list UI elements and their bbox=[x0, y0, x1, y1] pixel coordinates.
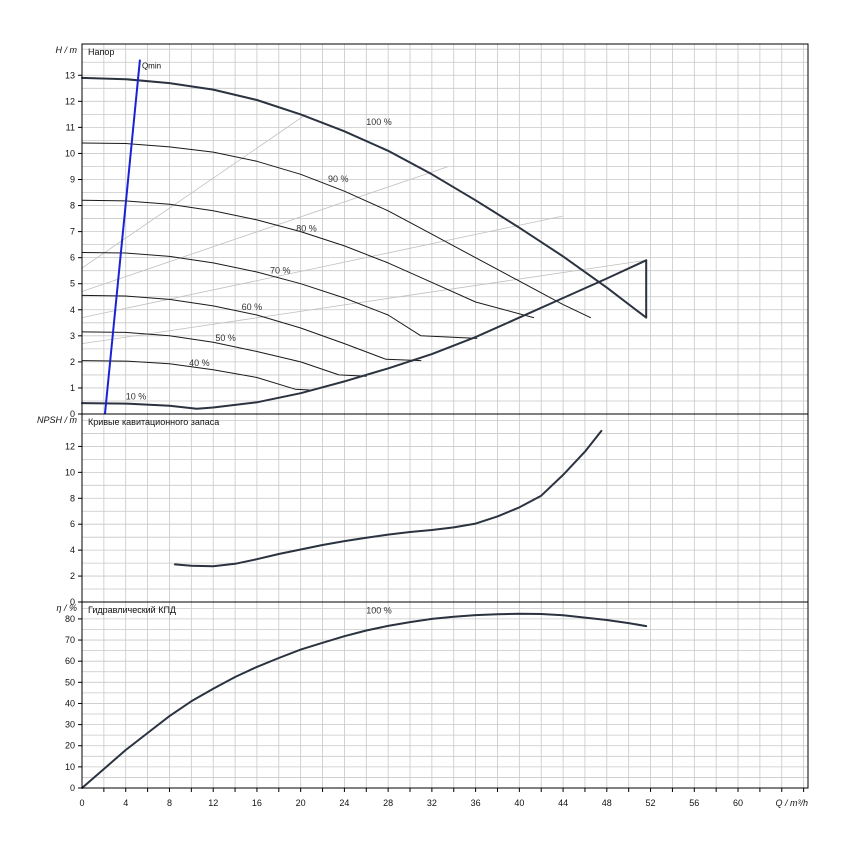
x-tick-label: 12 bbox=[208, 798, 218, 808]
iso-efficiency-line bbox=[81, 166, 449, 292]
x-tick-label: 20 bbox=[296, 798, 306, 808]
efficiency-y-tick-label: 40 bbox=[65, 698, 75, 708]
npsh-panel-frame bbox=[81, 413, 809, 603]
head-curve-10-percent bbox=[81, 259, 648, 410]
head-y-tick-label: 12 bbox=[65, 96, 75, 106]
npsh-y-tick-label: 12 bbox=[65, 441, 75, 451]
head-y-tick-label: 10 bbox=[65, 148, 75, 158]
head-curve-80-percent bbox=[81, 199, 535, 319]
head-curve-100-percent bbox=[81, 76, 648, 319]
x-tick-label: 16 bbox=[252, 798, 262, 808]
x-tick-label: 36 bbox=[471, 798, 481, 808]
efficiency-y-tick-label: 70 bbox=[65, 635, 75, 645]
head-y-tick-label: 8 bbox=[70, 201, 75, 211]
efficiency-curve-label: 100 % bbox=[366, 606, 392, 616]
qmin-line bbox=[103, 59, 141, 415]
head-curve-label: 60 % bbox=[242, 302, 263, 312]
npsh-curve-main bbox=[173, 429, 603, 568]
head-panel-title: Напор bbox=[88, 47, 114, 57]
efficiency-y-tick-label: 20 bbox=[65, 741, 75, 751]
head-curve-90-percent bbox=[81, 142, 591, 319]
x-axis-label: Q / m³/h bbox=[775, 798, 808, 808]
qmin-label: Qmin bbox=[142, 62, 161, 71]
head-curve-label: 40 % bbox=[189, 358, 210, 368]
head-curve-label: 50 % bbox=[215, 333, 236, 343]
x-tick-label: 44 bbox=[558, 798, 568, 808]
x-tick-label: 28 bbox=[383, 798, 393, 808]
curves-layer bbox=[81, 59, 648, 789]
head-y-tick-label: 0 bbox=[70, 409, 75, 419]
efficiency-y-tick-label: 50 bbox=[65, 677, 75, 687]
npsh-y-tick-label: 6 bbox=[70, 519, 75, 529]
x-tick-label: 4 bbox=[123, 798, 128, 808]
efficiency-y-tick-label: 30 bbox=[65, 720, 75, 730]
x-tick-label: 52 bbox=[646, 798, 656, 808]
frame-layer bbox=[78, 43, 809, 792]
efficiency-curve-100-percent bbox=[81, 612, 648, 789]
grid-layer bbox=[82, 44, 808, 788]
efficiency-panel-frame bbox=[81, 601, 809, 789]
head-curve-70-percent bbox=[81, 252, 478, 339]
head-y-tick-label: 13 bbox=[65, 70, 75, 80]
head-curve-50-percent bbox=[81, 331, 367, 377]
npsh-y-axis-label: NPSH / m bbox=[37, 415, 78, 425]
efficiency-y-tick-label: 10 bbox=[65, 762, 75, 772]
efficiency-y-axis-label: η / % bbox=[56, 603, 77, 613]
efficiency-y-tick-label: 60 bbox=[65, 656, 75, 666]
efficiency-y-tick-label: 0 bbox=[70, 783, 75, 793]
npsh-y-tick-label: 8 bbox=[70, 493, 75, 503]
head-curve-60-percent bbox=[81, 294, 422, 362]
x-tick-label: 32 bbox=[427, 798, 437, 808]
npsh-y-tick-label: 10 bbox=[65, 467, 75, 477]
x-tick-label: 56 bbox=[689, 798, 699, 808]
x-tick-label: 40 bbox=[514, 798, 524, 808]
head-y-tick-label: 6 bbox=[70, 253, 75, 263]
x-tick-label: 48 bbox=[602, 798, 612, 808]
npsh-y-tick-label: 0 bbox=[70, 597, 75, 607]
head-y-tick-label: 11 bbox=[66, 122, 75, 132]
x-tick-label: 0 bbox=[79, 798, 84, 808]
head-curve-label: 80 % bbox=[296, 224, 317, 234]
iso-efficiency-line bbox=[81, 259, 647, 345]
iso-efficiency-line bbox=[81, 114, 307, 269]
x-tick-label: 60 bbox=[733, 798, 743, 808]
iso-efficiency-line bbox=[81, 215, 564, 318]
head-y-tick-label: 4 bbox=[70, 305, 75, 315]
head-y-tick-label: 3 bbox=[70, 331, 75, 341]
head-y-tick-label: 9 bbox=[70, 174, 75, 184]
head-curve-40-percent bbox=[81, 360, 310, 391]
head-y-tick-label: 2 bbox=[70, 357, 75, 367]
efficiency-panel-title: Гидравлический КПД bbox=[88, 605, 176, 615]
x-tick-label: 8 bbox=[167, 798, 172, 808]
npsh-panel-title: Кривые кавитационного запаса bbox=[88, 417, 219, 427]
head-curve-label: 90 % bbox=[328, 174, 349, 184]
head-y-axis-label: H / m bbox=[56, 45, 78, 55]
npsh-y-tick-label: 4 bbox=[70, 545, 75, 555]
head-y-tick-label: 1 bbox=[70, 383, 75, 393]
head-curve-label: 70 % bbox=[270, 265, 291, 275]
head-y-tick-label: 7 bbox=[70, 227, 75, 237]
head-curve-label: 10 % bbox=[126, 392, 147, 402]
helper-lines-layer bbox=[81, 114, 647, 345]
x-tick-label: 24 bbox=[339, 798, 349, 808]
npsh-y-tick-label: 2 bbox=[70, 571, 75, 581]
efficiency-y-tick-label: 80 bbox=[65, 614, 75, 624]
head-y-tick-label: 5 bbox=[70, 279, 75, 289]
head-curve-label: 100 % bbox=[366, 117, 392, 127]
